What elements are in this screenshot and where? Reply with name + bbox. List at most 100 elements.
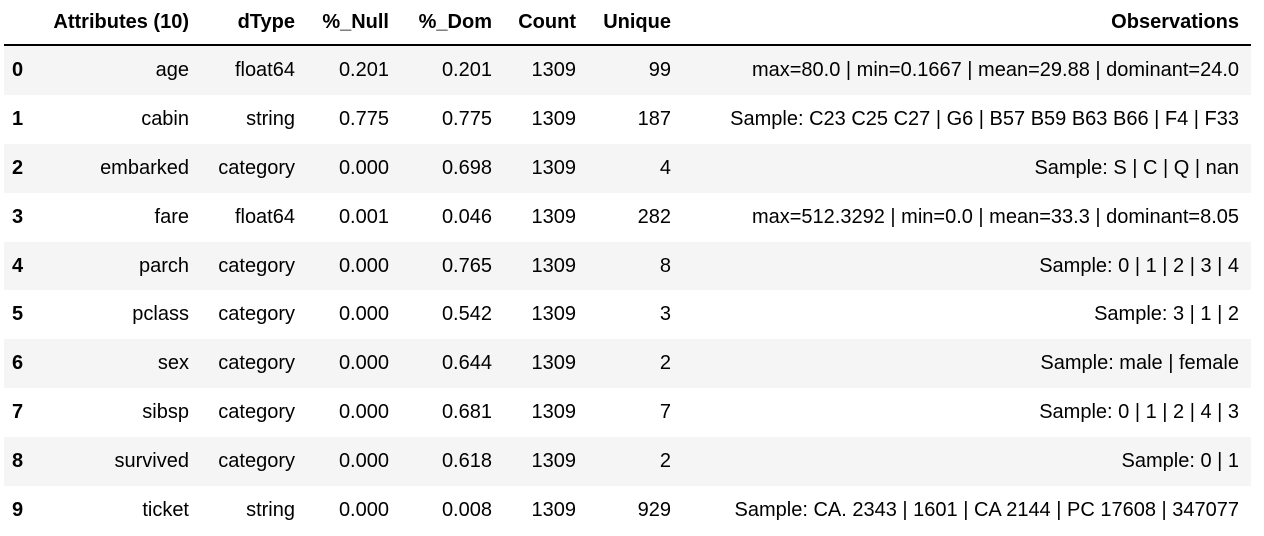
unique-cell: 8 (588, 241, 683, 291)
count-cell: 1309 (504, 45, 588, 95)
observations-cell: Sample: S | C | Q | nan (683, 143, 1251, 193)
attribute-cell: pclass (36, 290, 201, 340)
attribute-cell: sex (36, 339, 201, 389)
table-body: 0 age float64 0.201 0.201 1309 99 max=80.0 | mi… (4, 45, 1251, 535)
null-pct-cell: 0.775 (307, 94, 401, 144)
observations-cell: Sample: 0 | 1 (683, 437, 1251, 487)
dom-pct-cell: 0.775 (401, 94, 504, 144)
header-dom: %_Dom (401, 0, 504, 46)
count-cell: 1309 (504, 143, 588, 193)
observations-cell: max=512.3292 | min=0.0 | mean=33.3 | dom… (683, 192, 1251, 242)
unique-cell: 282 (588, 192, 683, 242)
null-pct-cell: 0.000 (307, 241, 401, 291)
dom-pct-cell: 0.542 (401, 290, 504, 340)
table-row: 0 age float64 0.201 0.201 1309 99 max=80.0 | mi… (4, 45, 1251, 95)
table-row: 7 sibsp category 0.000 0.681 1309 7 Sample: 0 |… (4, 388, 1251, 438)
observations-cell: Sample: CA. 2343 | 1601 | CA 2144 | PC 1… (683, 486, 1251, 535)
null-pct-cell: 0.201 (307, 45, 401, 95)
table-row: 5 pclass category 0.000 0.542 1309 3 Sample: 3 … (4, 290, 1251, 340)
dtype-cell: string (201, 94, 307, 144)
row-index: 8 (4, 437, 36, 487)
observations-cell: Sample: male | female (683, 339, 1251, 389)
count-cell: 1309 (504, 192, 588, 242)
unique-cell: 187 (588, 94, 683, 144)
row-index: 0 (4, 45, 36, 95)
header-count: Count (504, 0, 588, 46)
dom-pct-cell: 0.201 (401, 45, 504, 95)
header-dtype: dType (201, 0, 307, 46)
null-pct-cell: 0.000 (307, 437, 401, 487)
dtype-cell: category (201, 339, 307, 389)
dtype-cell: category (201, 241, 307, 291)
header-null: %_Null (307, 0, 401, 46)
unique-cell: 2 (588, 339, 683, 389)
count-cell: 1309 (504, 388, 588, 438)
attribute-cell: embarked (36, 143, 201, 193)
dom-pct-cell: 0.681 (401, 388, 504, 438)
row-index: 9 (4, 486, 36, 535)
dom-pct-cell: 0.698 (401, 143, 504, 193)
observations-cell: Sample: C23 C25 C27 | G6 | B57 B59 B63 B… (683, 94, 1251, 144)
row-index: 2 (4, 143, 36, 193)
table-row: 9 ticket string 0.000 0.008 1309 929 Sample: CA… (4, 486, 1251, 535)
count-cell: 1309 (504, 486, 588, 535)
count-cell: 1309 (504, 241, 588, 291)
row-index: 7 (4, 388, 36, 438)
unique-cell: 4 (588, 143, 683, 193)
attribute-cell: sibsp (36, 388, 201, 438)
dtype-cell: category (201, 437, 307, 487)
header-observations: Observations (683, 0, 1251, 46)
dtype-cell: float64 (201, 192, 307, 242)
observations-cell: Sample: 3 | 1 | 2 (683, 290, 1251, 340)
header-unique: Unique (588, 0, 683, 46)
table-header: Attributes (10) dType %_Null %_Dom Count… (4, 0, 1251, 46)
dom-pct-cell: 0.618 (401, 437, 504, 487)
table-row: 6 sex category 0.000 0.644 1309 2 Sample: male … (4, 339, 1251, 389)
count-cell: 1309 (504, 339, 588, 389)
unique-cell: 3 (588, 290, 683, 340)
header-index (4, 0, 36, 46)
attribute-cell: age (36, 45, 201, 95)
observations-cell: Sample: 0 | 1 | 2 | 3 | 4 (683, 241, 1251, 291)
null-pct-cell: 0.001 (307, 192, 401, 242)
table-row: 8 survived category 0.000 0.618 1309 2 Sample: … (4, 437, 1251, 487)
dtype-cell: category (201, 290, 307, 340)
dtype-cell: category (201, 388, 307, 438)
dtype-cell: string (201, 486, 307, 535)
row-index: 3 (4, 192, 36, 242)
row-index: 4 (4, 241, 36, 291)
null-pct-cell: 0.000 (307, 290, 401, 340)
attribute-cell: cabin (36, 94, 201, 144)
null-pct-cell: 0.000 (307, 143, 401, 193)
attribute-cell: fare (36, 192, 201, 242)
null-pct-cell: 0.000 (307, 486, 401, 535)
attribute-cell: ticket (36, 486, 201, 535)
dtype-cell: category (201, 143, 307, 193)
attribute-cell: parch (36, 241, 201, 291)
table-row: 2 embarked category 0.000 0.698 1309 4 Sample: … (4, 143, 1251, 193)
header-row: Attributes (10) dType %_Null %_Dom Count… (4, 0, 1251, 46)
header-attributes: Attributes (10) (36, 0, 201, 46)
unique-cell: 99 (588, 45, 683, 95)
table-row: 4 parch category 0.000 0.765 1309 8 Sample: 0 |… (4, 241, 1251, 291)
null-pct-cell: 0.000 (307, 339, 401, 389)
table-row: 1 cabin string 0.775 0.775 1309 187 Sample: C23… (4, 94, 1251, 144)
observations-cell: max=80.0 | min=0.1667 | mean=29.88 | dom… (683, 45, 1251, 95)
count-cell: 1309 (504, 94, 588, 144)
row-index: 1 (4, 94, 36, 144)
dtype-cell: float64 (201, 45, 307, 95)
unique-cell: 7 (588, 388, 683, 438)
unique-cell: 929 (588, 486, 683, 535)
dom-pct-cell: 0.008 (401, 486, 504, 535)
null-pct-cell: 0.000 (307, 388, 401, 438)
attribute-cell: survived (36, 437, 201, 487)
dom-pct-cell: 0.765 (401, 241, 504, 291)
count-cell: 1309 (504, 290, 588, 340)
attributes-table: Attributes (10) dType %_Null %_Dom Count… (4, 0, 1251, 535)
row-index: 5 (4, 290, 36, 340)
dom-pct-cell: 0.644 (401, 339, 504, 389)
observations-cell: Sample: 0 | 1 | 2 | 4 | 3 (683, 388, 1251, 438)
count-cell: 1309 (504, 437, 588, 487)
row-index: 6 (4, 339, 36, 389)
